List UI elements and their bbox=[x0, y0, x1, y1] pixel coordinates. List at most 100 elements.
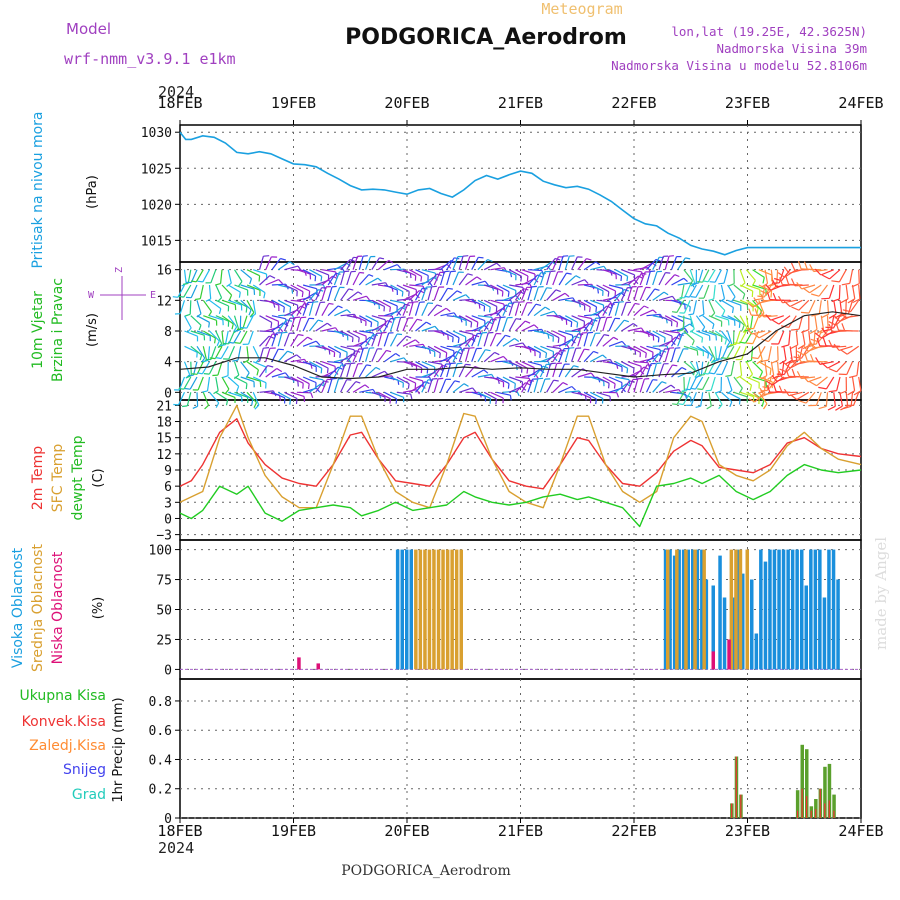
wind-barb bbox=[365, 348, 371, 362]
wind-barb-flag bbox=[388, 259, 394, 264]
wind-barb-flag bbox=[727, 344, 734, 348]
wind-barb bbox=[197, 376, 204, 391]
wind-barb-flag bbox=[670, 384, 676, 389]
wind-barb-flag bbox=[603, 265, 608, 271]
wind-barb-flag bbox=[835, 405, 843, 411]
pressure-frame bbox=[179, 124, 862, 263]
wind-barb bbox=[671, 277, 685, 286]
wind-barb bbox=[558, 339, 572, 347]
wind-barb-flag bbox=[790, 278, 796, 287]
wind-barb bbox=[402, 389, 417, 393]
wind-barb bbox=[284, 265, 299, 271]
wind-barb bbox=[778, 330, 785, 345]
wind-barb bbox=[215, 315, 229, 322]
precip-tick-label: 0.6 bbox=[149, 724, 172, 739]
wind-barb bbox=[671, 367, 683, 378]
wind-barb-flag bbox=[401, 291, 404, 297]
cloud-mid-bar bbox=[436, 549, 441, 670]
wind-barb-flag bbox=[215, 402, 220, 408]
wind-barb-flag bbox=[840, 310, 846, 319]
wind-barb bbox=[365, 299, 380, 305]
wind-barb bbox=[315, 269, 329, 276]
wind-barb bbox=[664, 348, 670, 362]
wind-barb-flag bbox=[595, 261, 601, 266]
wind-barb-flag bbox=[450, 362, 456, 365]
wind-barb-flag bbox=[771, 374, 778, 382]
wind-barb bbox=[696, 330, 710, 337]
wind-barb bbox=[302, 269, 316, 277]
cloud-high-bar bbox=[759, 549, 763, 670]
wind-barb bbox=[252, 376, 267, 384]
wind-barb bbox=[577, 258, 587, 271]
pressure-tick-label: 1020 bbox=[141, 198, 172, 213]
wind-barb bbox=[240, 391, 254, 401]
wind-barb-flag bbox=[698, 313, 705, 318]
wind-barb-flag bbox=[406, 335, 412, 339]
wind-barb bbox=[614, 302, 620, 316]
wind-barb bbox=[602, 336, 614, 347]
wind-barb-flag bbox=[600, 316, 606, 319]
wind-barb-flag bbox=[778, 385, 783, 394]
cloud-high-bar bbox=[790, 549, 795, 670]
wind-barb-flag bbox=[320, 276, 323, 282]
cloud-high-bar bbox=[822, 597, 827, 670]
wind-barb bbox=[377, 260, 390, 271]
wind-barb-flag bbox=[779, 277, 783, 285]
wind-barb bbox=[758, 391, 768, 405]
wind-barb bbox=[670, 334, 680, 347]
wind-barb bbox=[818, 300, 822, 315]
cloud-high-bar bbox=[804, 585, 808, 670]
wind-barb bbox=[577, 322, 590, 332]
precip-total-bar bbox=[823, 766, 827, 818]
wind-barb bbox=[714, 392, 723, 405]
wind-barb bbox=[832, 315, 841, 329]
wind-barb bbox=[402, 302, 409, 316]
wind-barb bbox=[433, 378, 439, 393]
wind-barb bbox=[633, 272, 643, 286]
wind-barb bbox=[464, 348, 470, 362]
wind-barb bbox=[539, 287, 548, 301]
wind-barb-flag bbox=[317, 319, 324, 323]
wind-barb-flag bbox=[491, 317, 494, 323]
cloud-frame bbox=[179, 539, 862, 680]
wind-barb bbox=[196, 300, 202, 314]
wind-barb-flag bbox=[628, 379, 631, 385]
wind-barb-flag bbox=[709, 356, 714, 362]
wind-barb bbox=[514, 302, 520, 316]
wind-barb bbox=[259, 335, 270, 347]
wind-barb bbox=[409, 361, 423, 369]
wind-barb bbox=[689, 345, 704, 352]
wind-barb bbox=[183, 376, 192, 390]
wind-barb-flag bbox=[284, 372, 290, 378]
cloud-high-bar bbox=[672, 555, 677, 670]
wind-barb-flag bbox=[777, 295, 784, 304]
wind-barb-flag bbox=[203, 373, 210, 375]
wind-barb bbox=[458, 315, 472, 323]
wind-barb bbox=[646, 258, 657, 271]
cloud-high-bar bbox=[836, 579, 840, 670]
wind-barb bbox=[652, 256, 660, 270]
wind-barb-flag bbox=[350, 362, 356, 365]
wind-barb-flag bbox=[828, 368, 837, 373]
wind-barb bbox=[721, 346, 729, 360]
wind-barb bbox=[546, 271, 551, 286]
wind-barb bbox=[515, 361, 528, 369]
wind-barb-flag bbox=[403, 357, 408, 363]
x-tick-bottom: 21FEB bbox=[498, 822, 543, 840]
wind-barb-flag bbox=[728, 283, 735, 287]
wind-barb bbox=[340, 259, 351, 271]
wind-barb-flag bbox=[416, 318, 423, 321]
compass-east: E bbox=[150, 290, 156, 301]
wind-barb-flag bbox=[537, 377, 544, 380]
cloud-mid-bar bbox=[454, 549, 459, 670]
wind-barb bbox=[377, 320, 388, 332]
wind-barb bbox=[677, 370, 691, 378]
wind-barb bbox=[858, 376, 862, 391]
precip-frame bbox=[179, 678, 862, 819]
wind-barb-flag bbox=[837, 313, 847, 318]
wind-barb bbox=[676, 299, 685, 313]
wind-barb bbox=[408, 290, 420, 301]
compass-west: W bbox=[88, 290, 95, 301]
wind-barb-flag bbox=[753, 333, 760, 339]
wind-barb bbox=[184, 345, 198, 353]
